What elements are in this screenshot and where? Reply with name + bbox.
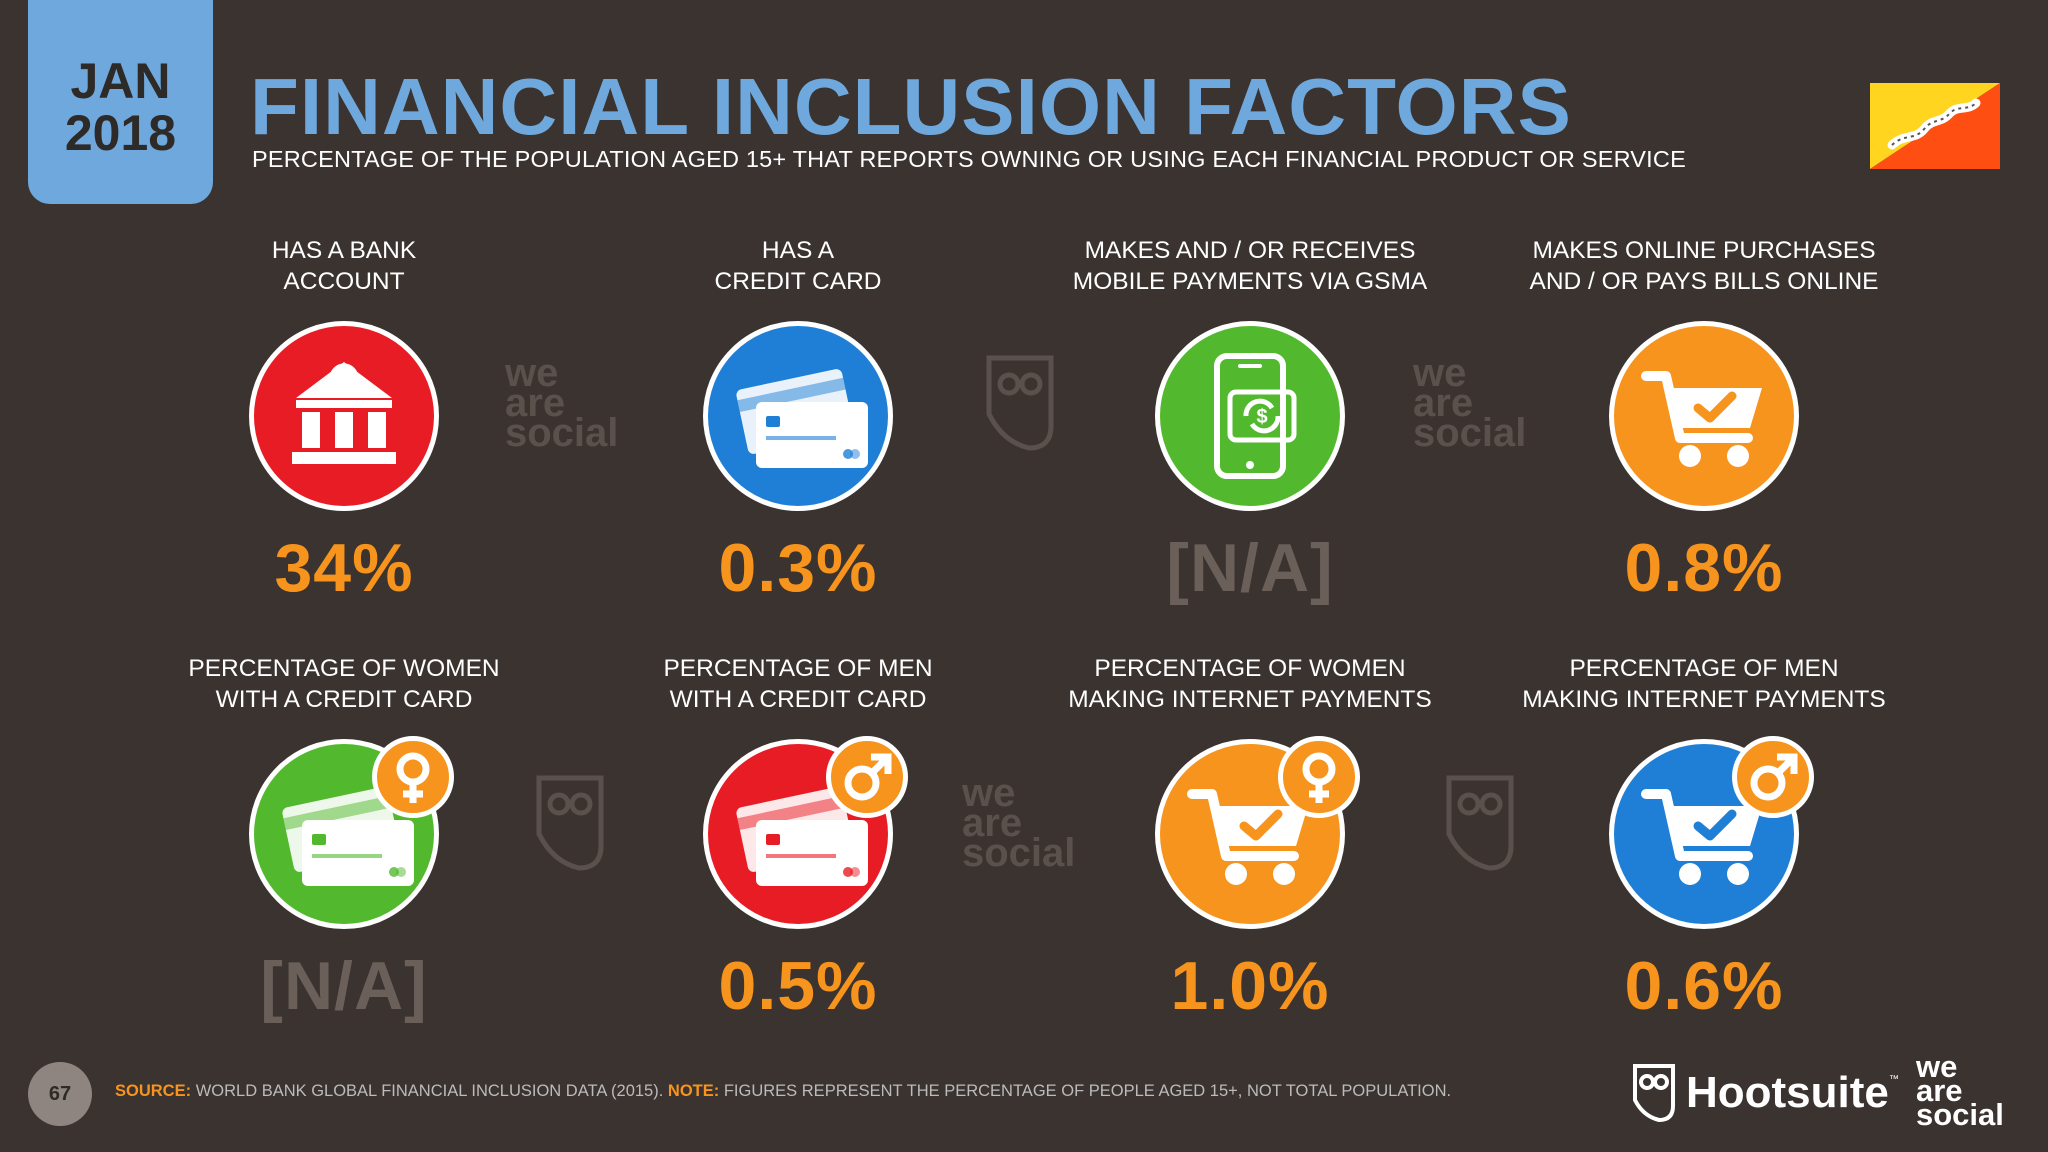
- credit-card-icon: [249, 736, 454, 929]
- tile-label: HAS A CREDIT CARD: [714, 237, 882, 295]
- tile-label: MAKES ONLINE PURCHASES AND / OR PAYS BILL…: [1529, 237, 1879, 295]
- source-note: SOURCE: WORLD BANK GLOBAL FINANCIAL INCL…: [115, 1082, 1452, 1100]
- tile-mobile-payments: MAKES AND / OR RECEIVES MOBILE PAYMENTS V…: [1040, 235, 1460, 607]
- tile-value: 0.6%: [1624, 948, 1784, 1024]
- watermark-we-are-social: we are social: [505, 351, 619, 455]
- tile-label: HAS A BANK ACCOUNT: [271, 237, 417, 295]
- owl-watermark-icon: [536, 775, 604, 871]
- watermark-we-are-social: we are social: [962, 771, 1076, 875]
- watermark-we-are-social: we are social: [1413, 351, 1527, 455]
- tile-men-credit-card: PERCENTAGE OF MEN WITH A CREDIT CARD 0.5%: [588, 653, 1008, 1025]
- shopping-cart-icon: [1609, 321, 1799, 511]
- tile-value: 0.5%: [718, 948, 878, 1024]
- tile-value: 34%: [274, 530, 414, 606]
- tile-value: [N/A]: [260, 948, 428, 1024]
- female-icon: [1278, 736, 1360, 818]
- page-title: FINANCIAL INCLUSION FACTORS: [250, 62, 1572, 151]
- tile-men-internet-payments: PERCENTAGE OF MEN MAKING INTERNET PAYMENT…: [1494, 653, 1914, 1025]
- male-icon: [1732, 736, 1814, 818]
- tile-online-purchases: MAKES ONLINE PURCHASES AND / OR PAYS BILL…: [1494, 235, 1914, 607]
- date-month: JAN: [70, 53, 171, 109]
- male-icon: [826, 736, 908, 818]
- we-are-social-logo: we are social: [1916, 1049, 2004, 1132]
- tile-value: [N/A]: [1166, 530, 1334, 606]
- tile-value: 0.8%: [1624, 530, 1784, 606]
- tile-label: PERCENTAGE OF WOMEN WITH A CREDIT CARD: [188, 655, 500, 713]
- page-subtitle: PERCENTAGE OF THE POPULATION AGED 15+ TH…: [252, 146, 1686, 172]
- hootsuite-logo: Hootsuite ™: [1632, 1062, 1899, 1124]
- tile-label: PERCENTAGE OF MEN MAKING INTERNET PAYMENT…: [1522, 655, 1886, 713]
- shopping-cart-icon: [1609, 736, 1814, 929]
- tile-bank-account: HAS A BANK ACCOUNT 34%: [134, 235, 554, 607]
- tile-credit-card: HAS A CREDIT CARD 0.3%: [588, 235, 1008, 607]
- female-icon: [372, 736, 454, 818]
- owl-watermark-icon: [1446, 775, 1514, 871]
- credit-card-icon: [703, 736, 908, 929]
- credit-card-icon: [703, 321, 893, 511]
- date-year: 2018: [64, 105, 177, 161]
- tile-label: PERCENTAGE OF WOMEN MAKING INTERNET PAYME…: [1068, 655, 1432, 713]
- hootsuite-wordmark: Hootsuite: [1686, 1068, 1889, 1117]
- tile-women-internet-payments: PERCENTAGE OF WOMEN MAKING INTERNET PAYME…: [1040, 653, 1460, 1025]
- tile-label: PERCENTAGE OF MEN WITH A CREDIT CARD: [663, 655, 933, 713]
- tile-value: 1.0%: [1170, 948, 1330, 1024]
- owl-logo-icon: [1633, 1064, 1675, 1123]
- tile-value: 0.3%: [718, 530, 878, 606]
- bank-icon: [249, 321, 439, 511]
- owl-watermark-icon: [986, 355, 1054, 451]
- page-number: 67: [28, 1062, 92, 1126]
- tile-label: MAKES AND / OR RECEIVES MOBILE PAYMENTS V…: [1072, 237, 1428, 295]
- mobile-payment-icon: [1155, 321, 1345, 511]
- tile-women-credit-card: PERCENTAGE OF WOMEN WITH A CREDIT CARD [N…: [134, 653, 554, 1025]
- date-tab: JAN 2018: [28, 0, 213, 204]
- shopping-cart-icon: [1155, 736, 1360, 929]
- bhutan-flag-icon: [1870, 83, 2000, 169]
